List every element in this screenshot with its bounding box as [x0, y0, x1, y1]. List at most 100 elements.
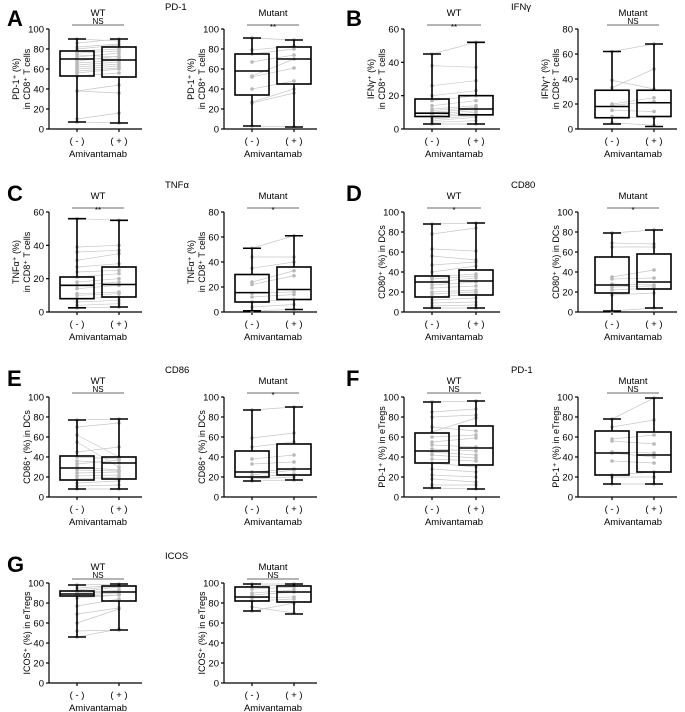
iqr-box	[458, 425, 494, 466]
paired-line	[431, 41, 477, 55]
y-axis-label: IFNγ⁺ (%)	[540, 59, 550, 99]
data-point	[292, 453, 296, 457]
data-point	[292, 292, 296, 297]
paired-line	[76, 608, 120, 624]
iqr-box	[234, 273, 270, 303]
y-tick-label: 20	[388, 288, 399, 299]
box-treated	[276, 234, 312, 311]
paired-line	[76, 299, 120, 303]
data-point	[610, 285, 614, 289]
significance-label: NS	[448, 385, 459, 394]
x-category-label: ( - )	[425, 504, 440, 515]
y-tick-label: 20	[208, 659, 219, 670]
y-tick-label: 100	[383, 393, 399, 404]
data-point	[292, 268, 296, 273]
box-untreated	[234, 409, 270, 482]
iqr-box	[276, 266, 312, 301]
y-axis-label: PD-1⁺ (%)	[186, 58, 196, 100]
significance-label: **	[270, 23, 276, 32]
paired-line	[251, 270, 295, 283]
significance-label: NS	[92, 571, 103, 580]
x-category-label: ( - )	[425, 319, 440, 330]
paired-line	[611, 285, 655, 288]
data-point	[474, 429, 478, 433]
box-treated	[276, 583, 312, 615]
y-tick-label: 20	[208, 473, 219, 484]
data-point	[292, 290, 296, 294]
group-title: WT	[447, 8, 462, 19]
paired-line	[611, 79, 655, 90]
y-tick-label: 20	[388, 91, 399, 102]
paired-line	[431, 414, 477, 418]
x-category-label: ( + )	[467, 504, 484, 515]
box-untreated	[234, 583, 270, 612]
data-point	[117, 276, 121, 281]
paired-line	[76, 249, 120, 253]
iqr-box	[234, 450, 270, 478]
paired-line	[611, 269, 655, 278]
data-point	[474, 276, 478, 280]
y-tick-label: 80	[562, 413, 573, 424]
data-point	[430, 453, 434, 457]
box-untreated	[234, 247, 270, 312]
row-title: CD80	[511, 180, 535, 191]
iqr-box	[101, 46, 137, 78]
paired-line	[251, 58, 295, 77]
paired-line	[431, 261, 477, 266]
data-point	[117, 465, 121, 469]
y-tick-label: 100	[28, 25, 44, 36]
y-tick-label: 60	[33, 208, 44, 219]
paired-line	[76, 65, 120, 70]
iqr-box	[101, 585, 137, 602]
paired-line	[431, 289, 477, 293]
paired-line	[431, 281, 477, 286]
y-tick-label: 80	[388, 413, 399, 424]
y-tick-label: 20	[208, 105, 219, 116]
box-treated	[101, 418, 137, 490]
paired-line	[76, 291, 120, 295]
paired-line	[76, 422, 120, 428]
y-axis-label: CD80⁺ (%) in DCs	[377, 225, 387, 299]
data-point	[652, 109, 656, 114]
x-axis-label: Amivantamab	[604, 332, 662, 343]
paired-line	[431, 115, 477, 120]
y-tick-label: 100	[557, 393, 573, 404]
iqr-box	[414, 432, 450, 464]
paired-line	[76, 607, 120, 615]
paired-line	[431, 474, 477, 478]
paired-line	[251, 606, 295, 614]
y-tick-label: 40	[33, 453, 44, 464]
y-tick-label: 40	[33, 639, 44, 650]
data-point	[250, 282, 254, 287]
data-point	[117, 475, 121, 479]
box-treated	[276, 39, 312, 128]
box-untreated	[59, 217, 95, 309]
paired-line	[251, 54, 295, 63]
paired-line	[76, 68, 120, 74]
y-tick-label: 20	[33, 105, 44, 116]
x-category-label: ( + )	[467, 319, 484, 330]
data-point	[117, 470, 121, 474]
box-untreated	[414, 401, 450, 489]
box-treated	[636, 229, 672, 309]
x-category-label: ( - )	[245, 690, 260, 701]
group-title: Mutant	[258, 8, 287, 19]
paired-line	[431, 100, 477, 107]
paired-line	[431, 478, 477, 483]
significance-label: NS	[92, 385, 103, 394]
data-point	[117, 54, 121, 58]
paired-line	[76, 278, 120, 283]
panel-letter: C	[7, 181, 23, 206]
data-point	[430, 286, 434, 290]
significance-label: NS	[92, 17, 103, 26]
data-point	[292, 273, 296, 278]
paired-line	[251, 441, 295, 448]
group-title: WT	[91, 562, 106, 573]
y-tick-label: 100	[203, 393, 219, 404]
x-axis-label: Amivantamab	[69, 149, 127, 160]
group-title: Mutant	[258, 376, 287, 387]
box-untreated	[594, 418, 630, 485]
